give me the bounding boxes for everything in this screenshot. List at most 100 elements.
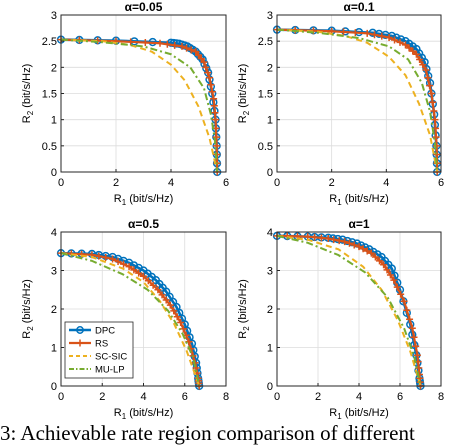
legend-label-rs: RS (95, 339, 108, 350)
data-point-rs (120, 260, 128, 268)
data-point-rs (350, 241, 358, 249)
data-point-rs (135, 269, 143, 277)
data-point-rs (130, 266, 138, 274)
data-point-rs (391, 36, 399, 44)
data-point-rs (177, 318, 185, 326)
y-tick-label: 1 (267, 343, 273, 355)
data-point-rs (204, 69, 212, 77)
data-point-rs (206, 74, 213, 82)
data-point-rs (403, 306, 411, 314)
data-point-rs (416, 55, 424, 63)
panel-title: α=0.5 (128, 217, 159, 231)
y-tick-label: 2.5 (258, 36, 273, 48)
data-point-rs (351, 29, 359, 37)
data-point-dpc (387, 264, 396, 273)
data-point-dpc (198, 55, 207, 64)
data-point-rs (427, 90, 435, 97)
data-point-rs (156, 39, 164, 47)
panel-title: α=0.1 (343, 0, 374, 14)
x-axis-label-unit: (bit/s/Hz) (126, 407, 173, 419)
series-line-mu-lp (276, 234, 422, 387)
series-line-mu-lp (276, 28, 439, 173)
legend-label-sc-sic: SC-SIC (95, 352, 127, 363)
data-point-rs (412, 342, 420, 350)
data-point-rs (431, 116, 439, 124)
data-point-rs (393, 283, 401, 291)
data-point-rs (144, 277, 152, 285)
y-axis-label-unit: (bit/s/Hz) (21, 64, 33, 111)
subplot-alpha-0.1: 0 2 4 600.511.522.53α=0.1R1 (bit/s/Hz)R2 (b… (237, 0, 444, 207)
y-tick-label: 0 (51, 167, 57, 179)
x-axis-label-sub: 1 (337, 198, 342, 207)
data-point-rs (330, 236, 338, 244)
y-tick-label: 1.5 (258, 89, 273, 101)
series-line-sc-sic (276, 234, 422, 387)
data-point-rs (397, 290, 405, 298)
x-axis-label-unit: (bit/s/Hz) (342, 407, 389, 419)
data-point-rs (179, 325, 187, 333)
x-tick-label: 6 (182, 391, 188, 403)
data-point-rs (95, 252, 103, 260)
y-axis-label-main: R (21, 331, 33, 339)
data-point-rs (378, 32, 386, 40)
y-tick-label: 1 (51, 115, 57, 127)
series-line-mu-lp (60, 252, 201, 387)
x-tick-label: 4 (356, 391, 362, 403)
legend-label-mu-lp: MU-LP (95, 365, 125, 376)
legend-marker-dpc (76, 326, 84, 334)
data-point-rs (207, 81, 215, 89)
x-tick-label: 2 (113, 177, 119, 189)
x-axis-label-unit: (bit/s/Hz) (126, 193, 173, 205)
y-tick-label: 4 (267, 227, 273, 239)
data-point-rs (324, 235, 332, 243)
data-point-rs (211, 109, 219, 117)
data-point-rs (371, 253, 379, 261)
data-point-rs (170, 307, 178, 315)
y-tick-label: 2.5 (42, 36, 57, 48)
data-point-rs (422, 66, 430, 74)
y-tick-label: 2 (267, 62, 273, 74)
data-point-rs (212, 116, 220, 124)
x-tick-label: 2 (315, 391, 321, 403)
legend-marker-rs (76, 339, 84, 347)
data-point-rs (166, 301, 174, 309)
data-point-rs (400, 297, 408, 305)
y-axis-label-sub: 2 (242, 326, 251, 331)
x-tick-label: 8 (223, 391, 229, 403)
data-point-rs (317, 234, 325, 242)
data-point-rs (390, 276, 398, 284)
data-point-rs (173, 313, 181, 321)
data-point-rs (405, 44, 413, 52)
x-tick-label: 0 (274, 391, 280, 403)
x-tick-label: 0 (274, 177, 280, 189)
x-tick-label: 4 (383, 177, 389, 189)
y-tick-label: 0.5 (42, 141, 57, 153)
y-axis-label-main: R (237, 331, 249, 339)
data-point-rs (412, 50, 420, 58)
data-point-rs (432, 133, 440, 141)
data-point-rs (359, 245, 367, 253)
data-point-rs (367, 249, 375, 257)
data-point-rs (183, 44, 191, 52)
x-axis-label-sub: 1 (337, 412, 342, 421)
data-point-rs (335, 237, 343, 245)
data-point-rs (187, 46, 195, 54)
y-tick-label: 3 (267, 266, 273, 278)
y-tick-label: 3 (51, 10, 57, 22)
legend: DPC RS SC-SIC MU-LP (64, 321, 134, 379)
x-tick-label: 6 (397, 391, 403, 403)
y-axis-label: R2 (bit/s/Hz) (237, 64, 251, 123)
data-point-rs (340, 28, 348, 36)
data-point-rs (140, 272, 147, 280)
legend-label-dpc: DPC (95, 326, 115, 337)
data-point-rs (426, 82, 434, 90)
data-point-rs (210, 102, 218, 110)
y-tick-label: 3 (51, 266, 57, 278)
data-point-rs (424, 74, 432, 82)
panel-title: α=0.05 (125, 0, 163, 14)
data-point-rs (158, 291, 166, 299)
x-tick-label: 0 (58, 391, 64, 403)
